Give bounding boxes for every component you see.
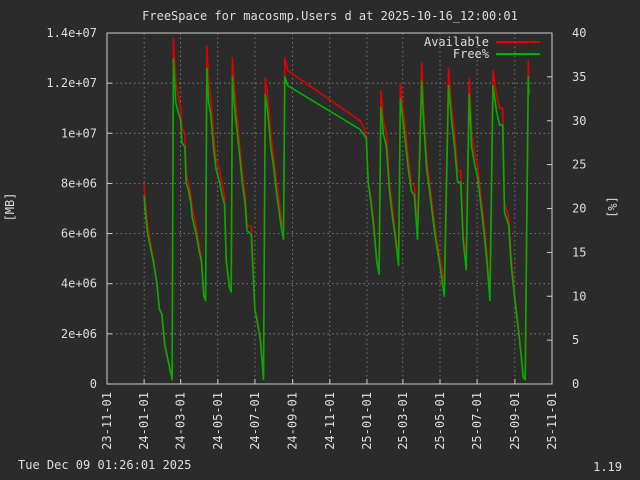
- x-tick-label: 25-03-01: [396, 392, 410, 450]
- x-tick-label: 25-05-01: [433, 392, 447, 450]
- y-tick-label: 1e+07: [61, 126, 97, 140]
- y2-tick-label: 15: [572, 245, 586, 259]
- x-tick-label: 24-05-01: [211, 392, 225, 450]
- y-tick-label: 1.2e+07: [46, 76, 97, 90]
- x-tick-label: 24-01-01: [137, 392, 151, 450]
- legend-label-available: Available: [424, 35, 489, 49]
- y2-axis-ticks: 0 5 10 15 20 25 30 35 40: [547, 26, 586, 391]
- y-tick-label: 1.4e+07: [46, 26, 97, 40]
- x-tick-label: 23-11-01: [100, 392, 114, 450]
- x-tick-label: 25-09-01: [508, 392, 522, 450]
- x-tick-label: 24-07-01: [248, 392, 262, 450]
- footer-version: 1.19: [593, 460, 622, 474]
- y2-tick-label: 35: [572, 70, 586, 84]
- y-tick-label: 6e+06: [61, 227, 97, 241]
- y-axis-ticks: 0 2e+06 4e+06 6e+06 8e+06 1e+07 1.2e+07 1.4e+07: [46, 26, 112, 391]
- y2-axis-label: [%]: [605, 196, 619, 218]
- y-tick-label: 4e+06: [61, 277, 97, 291]
- x-tick-label: 25-11-01: [545, 392, 559, 450]
- plot-border: [106, 32, 553, 385]
- legend-label-free: Free%: [453, 47, 490, 61]
- series-line-available: [143, 37, 530, 380]
- y-tick-label: 8e+06: [61, 176, 97, 190]
- legend: Available Free%: [424, 35, 540, 61]
- y-axis-label: [MB]: [3, 193, 17, 222]
- y2-tick-label: 30: [572, 114, 586, 128]
- x-tick-label: 24-11-01: [323, 392, 337, 450]
- x-tick-label: 25-07-01: [470, 392, 484, 450]
- chart-title: FreeSpace for macosmp.Users d at 2025-10…: [142, 9, 518, 23]
- y2-tick-label: 25: [572, 158, 586, 172]
- series-line-free: [143, 58, 530, 381]
- footer-timestamp: Tue Dec 09 01:26:01 2025: [18, 458, 191, 472]
- y2-tick-label: 10: [572, 289, 586, 303]
- x-tick-label: 24-03-01: [174, 392, 188, 450]
- y2-tick-label: 40: [572, 26, 586, 40]
- x-axis-ticks: 23-11-01 24-01-01 24-03-01 24-05-01 24-07-01…: [100, 379, 559, 450]
- y2-tick-label: 0: [572, 377, 579, 391]
- series-layer: [143, 37, 530, 381]
- y-tick-label: 2e+06: [61, 327, 97, 341]
- y-tick-label: 0: [90, 377, 97, 391]
- x-tick-label: 24-09-01: [286, 392, 300, 450]
- x-tick-label: 25-01-01: [360, 392, 374, 450]
- grid: [107, 33, 552, 384]
- y2-tick-label: 20: [572, 202, 586, 216]
- y2-tick-label: 5: [572, 333, 579, 347]
